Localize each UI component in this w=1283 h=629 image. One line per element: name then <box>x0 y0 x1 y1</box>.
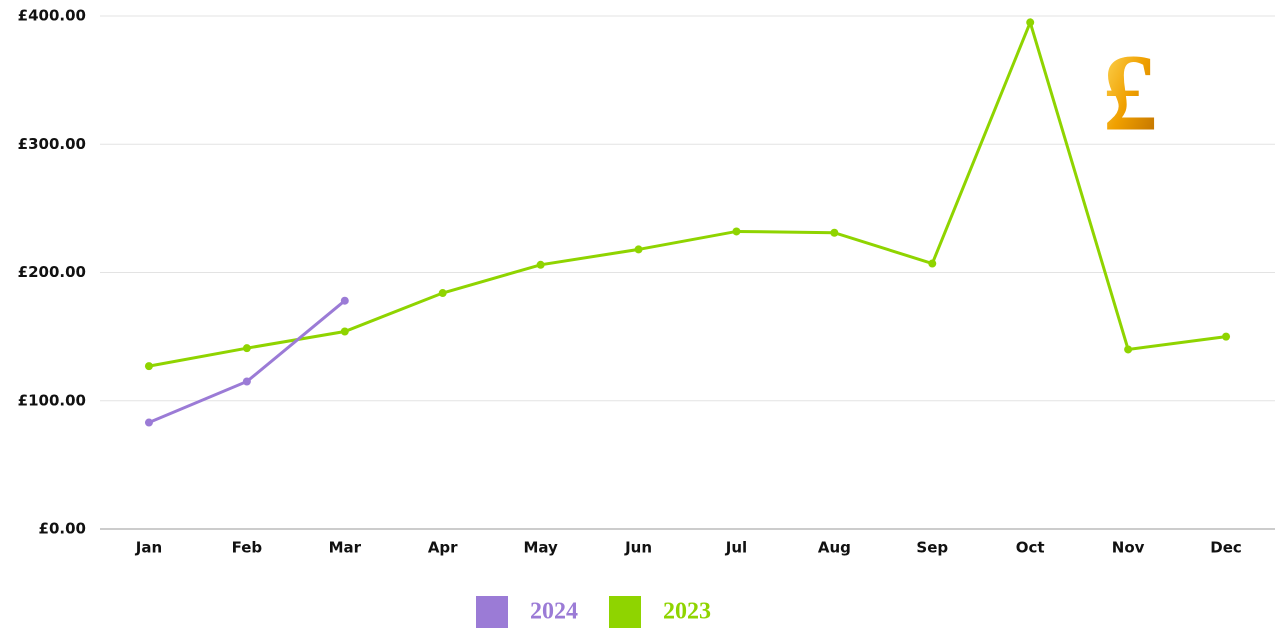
pound-icon: £ <box>1103 31 1158 153</box>
x-tick-label: Oct <box>1016 539 1045 557</box>
data-point <box>830 229 838 237</box>
data-point <box>341 297 349 305</box>
data-point <box>635 245 643 253</box>
x-tick-label: Mar <box>329 539 362 557</box>
y-tick-label: £400.00 <box>18 7 86 25</box>
x-tick-label: Dec <box>1210 539 1242 557</box>
x-tick-label: Jan <box>135 539 162 557</box>
x-tick-label: Jun <box>624 539 652 557</box>
data-point <box>1124 345 1132 353</box>
data-point <box>1026 18 1034 26</box>
x-tick-label: May <box>523 539 558 557</box>
x-tick-label: Jul <box>725 539 747 557</box>
legend-label: 2024 <box>530 599 578 625</box>
chart: £ £0.00 £100.00 £200.00 £300.00 £400.00 Jan Fe… <box>0 0 1283 629</box>
data-point <box>732 227 740 235</box>
y-tick-label: £200.00 <box>18 263 86 281</box>
x-tick-label: Sep <box>916 539 948 557</box>
x-tick-label: Nov <box>1112 539 1145 557</box>
data-point <box>243 344 251 352</box>
data-point <box>243 378 251 386</box>
y-tick-label: £300.00 <box>18 135 86 153</box>
x-tick-label: Apr <box>428 539 458 557</box>
x-tick-label: Aug <box>818 539 851 557</box>
x-tick-label: Feb <box>232 539 263 557</box>
y-tick-label: £0.00 <box>39 520 86 538</box>
legend-swatch <box>609 596 641 628</box>
data-point <box>1222 333 1230 341</box>
series-line <box>149 22 1226 366</box>
data-point <box>145 362 153 370</box>
data-point <box>341 327 349 335</box>
data-point <box>928 260 936 268</box>
legend-swatch <box>476 596 508 628</box>
y-tick-label: £100.00 <box>18 391 86 409</box>
data-point <box>439 289 447 297</box>
data-point <box>537 261 545 269</box>
data-point <box>145 419 153 427</box>
legend-label: 2023 <box>663 599 711 625</box>
